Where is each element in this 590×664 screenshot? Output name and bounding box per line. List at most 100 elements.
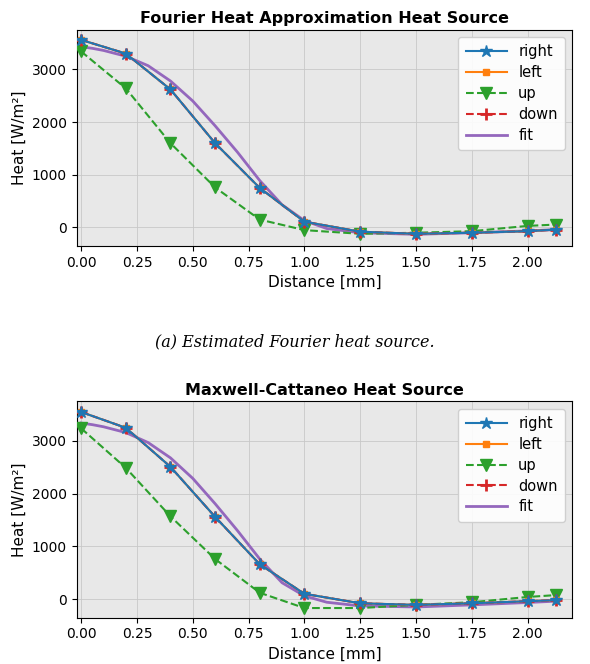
Line: fit: fit xyxy=(81,46,556,234)
right xyxy=(524,597,531,605)
up xyxy=(301,604,308,612)
right xyxy=(301,590,308,598)
right xyxy=(78,408,85,416)
fit xyxy=(357,602,364,610)
right xyxy=(167,463,174,471)
down xyxy=(256,560,263,568)
up xyxy=(412,601,419,609)
fit xyxy=(552,226,559,234)
fit xyxy=(78,419,85,427)
fit xyxy=(468,601,476,609)
Line: left: left xyxy=(78,37,559,237)
fit xyxy=(552,597,559,605)
right xyxy=(468,600,476,608)
up xyxy=(552,591,559,599)
Legend: right, left, up, down, fit: right, left, up, down, fit xyxy=(458,37,565,150)
Line: right: right xyxy=(75,34,562,240)
left xyxy=(301,218,308,226)
up xyxy=(167,513,174,521)
left xyxy=(552,226,559,234)
left xyxy=(412,601,419,609)
fit xyxy=(278,201,286,208)
left xyxy=(357,600,364,608)
X-axis label: Distance [mm]: Distance [mm] xyxy=(268,275,381,290)
down xyxy=(552,596,559,604)
Line: right: right xyxy=(75,406,562,611)
right xyxy=(552,596,559,604)
Y-axis label: Heat [W/m²]: Heat [W/m²] xyxy=(11,91,27,185)
Line: down: down xyxy=(75,34,562,240)
down xyxy=(552,226,559,234)
Y-axis label: Heat [W/m²]: Heat [W/m²] xyxy=(11,462,27,556)
right xyxy=(468,229,476,237)
fit xyxy=(412,603,419,611)
up xyxy=(167,139,174,147)
down xyxy=(468,229,476,237)
left xyxy=(167,86,174,94)
right xyxy=(78,36,85,44)
fit xyxy=(145,62,152,70)
up xyxy=(122,84,129,92)
up xyxy=(212,555,219,563)
Line: left: left xyxy=(78,408,559,608)
left xyxy=(301,590,308,598)
up xyxy=(122,464,129,472)
left xyxy=(122,424,129,432)
left xyxy=(78,408,85,416)
fit xyxy=(189,97,196,105)
fit xyxy=(245,163,252,171)
right xyxy=(256,560,263,568)
fit xyxy=(100,46,107,54)
left xyxy=(468,229,476,237)
down xyxy=(357,600,364,608)
Title: Fourier Heat Approximation Heat Source: Fourier Heat Approximation Heat Source xyxy=(140,11,509,26)
down xyxy=(122,424,129,432)
fit xyxy=(256,555,263,563)
fit xyxy=(167,77,174,85)
down xyxy=(524,597,531,605)
right xyxy=(301,218,308,226)
right xyxy=(412,601,419,609)
fit xyxy=(357,229,364,237)
up xyxy=(256,589,263,597)
left xyxy=(256,560,263,568)
fit xyxy=(323,598,330,606)
down xyxy=(122,50,129,58)
up xyxy=(301,226,308,234)
fit xyxy=(468,229,476,237)
left xyxy=(468,600,476,608)
fit xyxy=(88,44,96,52)
fit xyxy=(189,474,196,482)
up xyxy=(524,593,531,601)
up xyxy=(412,229,419,237)
fit xyxy=(145,439,152,447)
down xyxy=(412,230,419,238)
right xyxy=(122,424,129,432)
fit xyxy=(323,224,330,232)
Legend: right, left, up, down, fit: right, left, up, down, fit xyxy=(458,409,565,522)
fit xyxy=(524,227,531,235)
down xyxy=(212,513,219,521)
X-axis label: Distance [mm]: Distance [mm] xyxy=(268,647,381,662)
down xyxy=(468,600,476,608)
down xyxy=(167,86,174,94)
right xyxy=(357,228,364,236)
fit xyxy=(234,527,241,535)
left xyxy=(524,227,531,235)
Line: up: up xyxy=(76,46,561,239)
fit xyxy=(278,579,286,587)
fit xyxy=(212,122,219,129)
down xyxy=(301,218,308,226)
fit xyxy=(78,42,85,50)
down xyxy=(212,139,219,147)
right xyxy=(357,600,364,608)
down xyxy=(412,601,419,609)
up xyxy=(357,604,364,612)
fit xyxy=(245,540,252,548)
Line: fit: fit xyxy=(81,423,556,607)
left xyxy=(552,596,559,604)
right xyxy=(256,184,263,192)
left xyxy=(122,50,129,58)
left xyxy=(78,36,85,44)
down xyxy=(357,228,364,236)
